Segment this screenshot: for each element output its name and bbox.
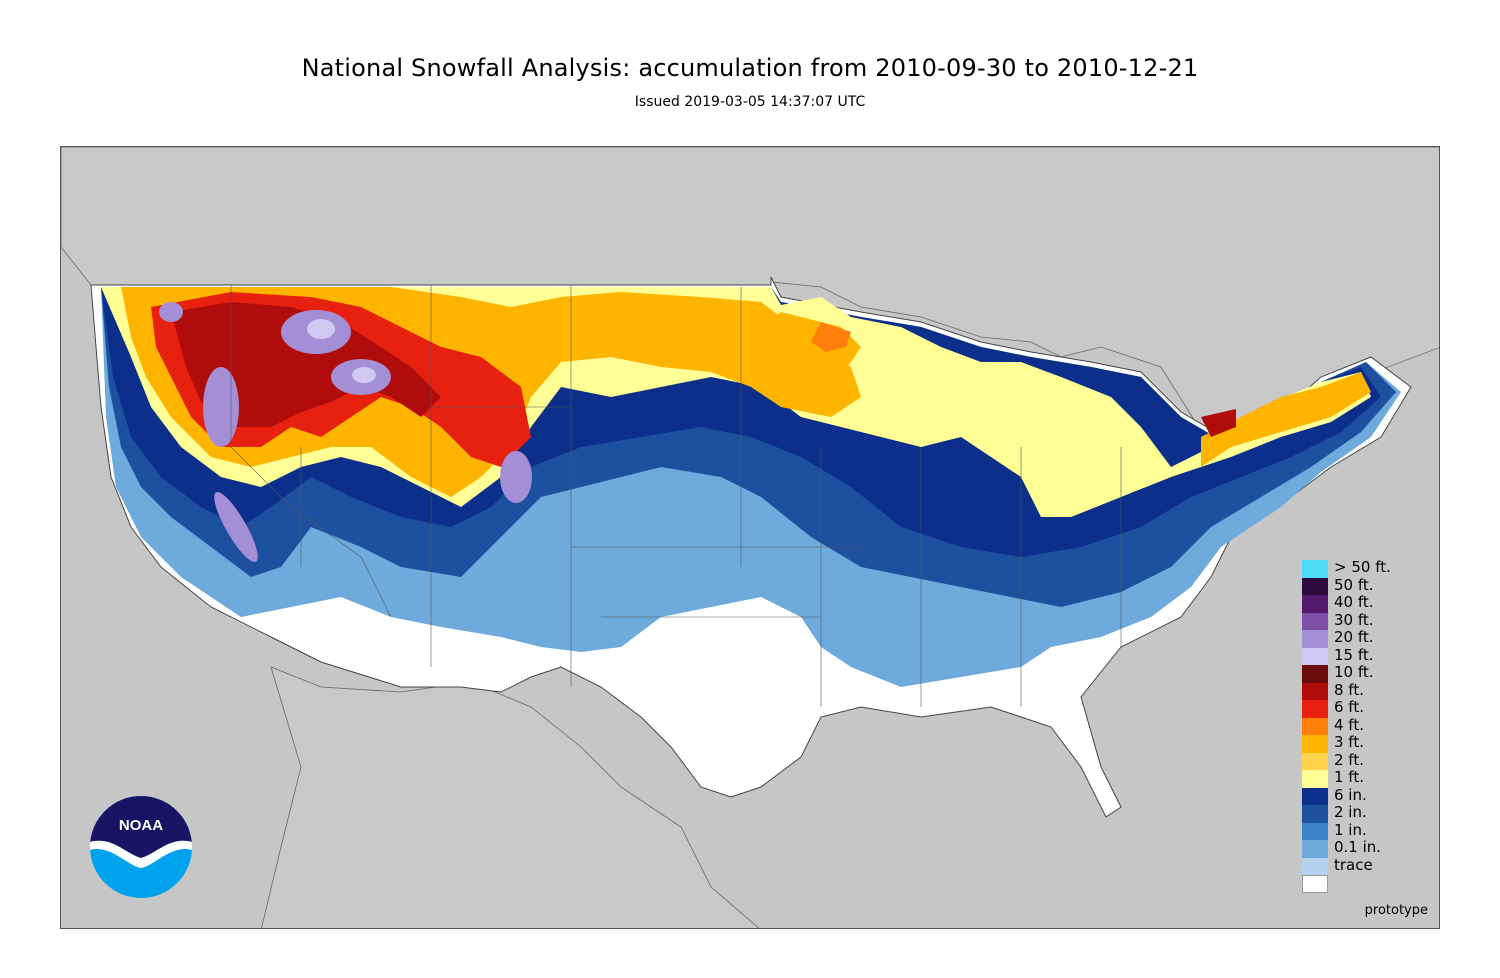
- legend-label: 2 in.: [1334, 803, 1367, 821]
- legend-label: 4 ft.: [1334, 715, 1364, 734]
- deep-red-region: [171, 302, 441, 427]
- legend-item: 40 ft.: [1302, 593, 1422, 613]
- legend-label: 3 ft.: [1334, 733, 1364, 751]
- legend-label: 6 ft.: [1334, 698, 1364, 716]
- legend-item: 2 in.: [1302, 803, 1422, 823]
- snowfall-map: [60, 146, 1440, 929]
- legend-swatch: [1302, 560, 1328, 578]
- legend-swatch: [1302, 717, 1328, 735]
- legend-item: 8 ft.: [1302, 680, 1422, 700]
- legend-swatch: [1302, 700, 1328, 718]
- legend-swatch: [1302, 875, 1328, 893]
- legend-swatch: [1302, 805, 1328, 823]
- legend-swatch: [1302, 647, 1328, 665]
- purple-high-snow-areas: [159, 302, 532, 562]
- northeast-red-region: [1201, 409, 1236, 437]
- legend-swatch: [1302, 612, 1328, 630]
- legend-item: trace: [1302, 855, 1422, 875]
- legend-swatch: [1302, 577, 1328, 595]
- legend-label: 1 in.: [1334, 820, 1367, 839]
- legend-item: > 50 ft.: [1302, 558, 1422, 578]
- legend-label: 15 ft.: [1334, 645, 1374, 664]
- legend-item: 1 in.: [1302, 820, 1422, 840]
- legend-swatch: [1302, 752, 1328, 770]
- legend-item: 3 ft.: [1302, 733, 1422, 753]
- legend-label: 1 ft.: [1334, 768, 1364, 786]
- legend-label: 8 ft.: [1334, 680, 1364, 699]
- state-boundaries: [230, 285, 1122, 707]
- legend-label: > 50 ft.: [1334, 558, 1391, 576]
- legend-swatch: [1302, 770, 1328, 788]
- issued-timestamp: Issued 2019-03-05 14:37:07 UTC: [634, 94, 866, 110]
- legend-swatch: [1302, 840, 1328, 858]
- northeast-orange-region: [1201, 372, 1371, 467]
- legend-label: 2 ft.: [1334, 750, 1364, 769]
- legend-item: 2 ft.: [1302, 750, 1422, 770]
- legend-item: 1 ft.: [1302, 768, 1422, 788]
- legend-item: 10 ft.: [1302, 663, 1422, 683]
- legend-item: 0.1 in.: [1302, 838, 1422, 858]
- legend-swatch: [1302, 822, 1328, 840]
- map-title: National Snowfall Analysis: accumulation…: [301, 54, 1199, 82]
- legend-label: 6 in.: [1334, 785, 1367, 804]
- legend-swatch: [1302, 787, 1328, 805]
- legend-swatch: [1302, 595, 1328, 613]
- legend-swatch: [1302, 857, 1328, 875]
- legend-item: 15 ft.: [1302, 645, 1422, 665]
- great-lakes-red-patches: [811, 322, 851, 352]
- legend-label: 50 ft.: [1334, 575, 1374, 594]
- noaa-logo-icon: NOAA: [90, 796, 192, 898]
- noaa-logo-text: NOAA: [119, 817, 163, 834]
- legend-swatch: [1302, 735, 1328, 753]
- legend-label: 10 ft.: [1334, 663, 1374, 681]
- legend-item: 50 ft.: [1302, 575, 1422, 595]
- map-canvas: [61, 147, 1439, 928]
- legend-label: 0.1 in.: [1334, 838, 1382, 856]
- legend-swatch: [1302, 682, 1328, 700]
- legend-label: trace: [1334, 855, 1373, 874]
- legend-item: 20 ft.: [1302, 628, 1422, 648]
- legend-trace-swatch: [1302, 875, 1422, 893]
- legend: > 50 ft. 50 ft. 40 ft. 30 ft. 20 ft. 15 ft. 10…: [1302, 558, 1422, 893]
- legend-label: 30 ft.: [1334, 610, 1374, 629]
- legend-swatch: [1302, 630, 1328, 648]
- legend-item: 6 ft.: [1302, 698, 1422, 718]
- mexico-land: [261, 666, 760, 928]
- legend-item: 4 ft.: [1302, 715, 1422, 735]
- legend-label: 20 ft.: [1334, 628, 1374, 646]
- legend-swatch: [1302, 665, 1328, 683]
- legend-item: 6 in.: [1302, 785, 1422, 805]
- legend-item: 30 ft.: [1302, 610, 1422, 630]
- prototype-label: prototype: [1364, 903, 1428, 918]
- legend-label: 40 ft.: [1334, 593, 1374, 611]
- lavender-high-snow-areas: [307, 319, 376, 383]
